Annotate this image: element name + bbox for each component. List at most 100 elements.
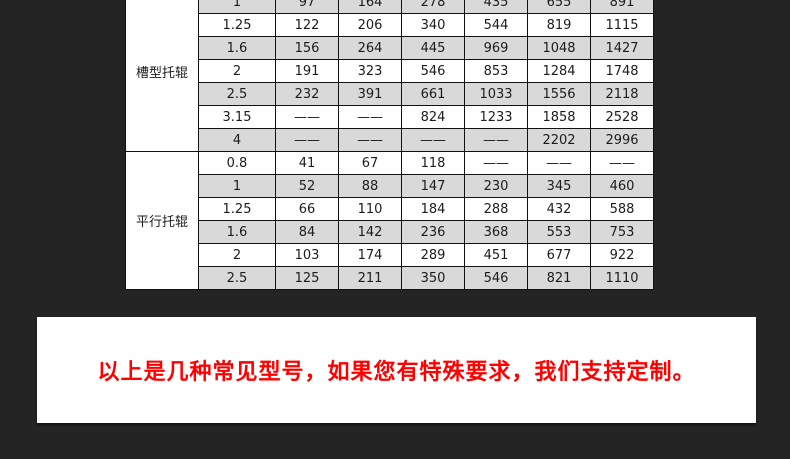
value-cell: 122: [275, 13, 339, 37]
speed-cell: 1.6: [198, 220, 276, 244]
value-cell: 350: [401, 266, 465, 290]
table-row: 3.15 —— —— 824 1233 1858 2528: [126, 105, 654, 129]
value-cell: 340: [401, 13, 465, 37]
value-cell: 460: [590, 174, 654, 198]
table-row: 2 103 174 289 451 677 922: [126, 243, 654, 267]
value-cell: 110: [338, 197, 402, 221]
value-cell: ——: [338, 105, 402, 129]
value-cell: ——: [401, 128, 465, 152]
value-cell: ——: [527, 151, 591, 175]
value-cell: 922: [590, 243, 654, 267]
custom-notice-text: 以上是几种常见型号，如果您有特殊要求，我们支持定制。: [97, 360, 696, 385]
value-cell: 819: [527, 13, 591, 37]
value-cell: 1427: [590, 36, 654, 60]
capacity-table: 槽型托辊 1 97 164 278 435 655 891 1.25 122 206 340 544 81…: [125, 0, 654, 290]
table-row: 2.5 125 211 350 546 821 1110: [126, 266, 654, 290]
value-cell: 184: [401, 197, 465, 221]
value-cell: 142: [338, 220, 402, 244]
value-cell: 435: [464, 0, 528, 14]
speed-cell: 1: [198, 174, 276, 198]
value-cell: 655: [527, 0, 591, 14]
table-row: 1.6 84 142 236 368 553 753: [126, 220, 654, 244]
table-row: 1 52 88 147 230 345 460: [126, 174, 654, 198]
table-row: 1.6 156 264 445 969 1048 1427: [126, 36, 654, 60]
value-cell: 546: [464, 266, 528, 290]
value-cell: 52: [275, 174, 339, 198]
value-cell: ——: [590, 151, 654, 175]
table-row: 1.25 122 206 340 544 819 1115: [126, 13, 654, 37]
table-row: 2.5 232 391 661 1033 1556 2118: [126, 82, 654, 106]
speed-cell: 1: [198, 0, 276, 14]
value-cell: 969: [464, 36, 528, 60]
speed-cell: 1.25: [198, 13, 276, 37]
value-cell: 289: [401, 243, 465, 267]
value-cell: 88: [338, 174, 402, 198]
value-cell: ——: [464, 128, 528, 152]
value-cell: 288: [464, 197, 528, 221]
speed-cell: 2.5: [198, 266, 276, 290]
value-cell: 164: [338, 0, 402, 14]
value-cell: 84: [275, 220, 339, 244]
speed-cell: 1.6: [198, 36, 276, 60]
value-cell: 1110: [590, 266, 654, 290]
section-label: 槽型托辊: [125, 0, 199, 152]
value-cell: 546: [401, 59, 465, 83]
value-cell: 432: [527, 197, 591, 221]
value-cell: 125: [275, 266, 339, 290]
value-cell: 2202: [527, 128, 591, 152]
speed-cell: 3.15: [198, 105, 276, 129]
value-cell: 345: [527, 174, 591, 198]
value-cell: 67: [338, 151, 402, 175]
speed-cell: 4: [198, 128, 276, 152]
section-label: 平行托辊: [125, 151, 199, 290]
speed-cell: 2.5: [198, 82, 276, 106]
value-cell: 2996: [590, 128, 654, 152]
value-cell: 103: [275, 243, 339, 267]
value-cell: 156: [275, 36, 339, 60]
speed-cell: 1.25: [198, 197, 276, 221]
value-cell: 97: [275, 0, 339, 14]
value-cell: 323: [338, 59, 402, 83]
capacity-table-body: 槽型托辊 1 97 164 278 435 655 891 1.25 122 206 340 544 81…: [125, 0, 654, 290]
value-cell: 1233: [464, 105, 528, 129]
value-cell: 1115: [590, 13, 654, 37]
value-cell: 1858: [527, 105, 591, 129]
value-cell: 2528: [590, 105, 654, 129]
value-cell: 236: [401, 220, 465, 244]
value-cell: 588: [590, 197, 654, 221]
table-row: 平行托辊 0.8 41 67 118 —— —— ——: [125, 151, 654, 290]
value-cell: 1748: [590, 59, 654, 83]
value-cell: 753: [590, 220, 654, 244]
value-cell: 391: [338, 82, 402, 106]
table-row: 4 —— —— —— —— 2202 2996: [126, 128, 654, 152]
value-cell: ——: [275, 128, 339, 152]
value-cell: ——: [338, 128, 402, 152]
value-cell: 264: [338, 36, 402, 60]
value-cell: 368: [464, 220, 528, 244]
value-cell: 211: [338, 266, 402, 290]
value-cell: 1048: [527, 36, 591, 60]
value-cell: 118: [401, 151, 465, 175]
value-cell: 206: [338, 13, 402, 37]
value-cell: 553: [527, 220, 591, 244]
speed-cell: 2: [198, 243, 276, 267]
value-cell: ——: [464, 151, 528, 175]
value-cell: 677: [527, 243, 591, 267]
value-cell: 824: [401, 105, 465, 129]
table-row: 1.25 66 110 184 288 432 588: [126, 197, 654, 221]
value-cell: 544: [464, 13, 528, 37]
value-cell: 2118: [590, 82, 654, 106]
table-row: 2 191 323 546 853 1284 1748: [126, 59, 654, 83]
value-cell: 891: [590, 0, 654, 14]
value-cell: 278: [401, 0, 465, 14]
table-row: 槽型托辊 1 97 164 278 435 655 891: [125, 0, 654, 152]
value-cell: 445: [401, 36, 465, 60]
value-cell: ——: [275, 105, 339, 129]
speed-cell: 0.8: [198, 151, 276, 175]
speed-cell: 2: [198, 59, 276, 83]
value-cell: 1033: [464, 82, 528, 106]
value-cell: 174: [338, 243, 402, 267]
custom-notice-banner: 以上是几种常见型号，如果您有特殊要求，我们支持定制。: [37, 317, 756, 423]
value-cell: 230: [464, 174, 528, 198]
